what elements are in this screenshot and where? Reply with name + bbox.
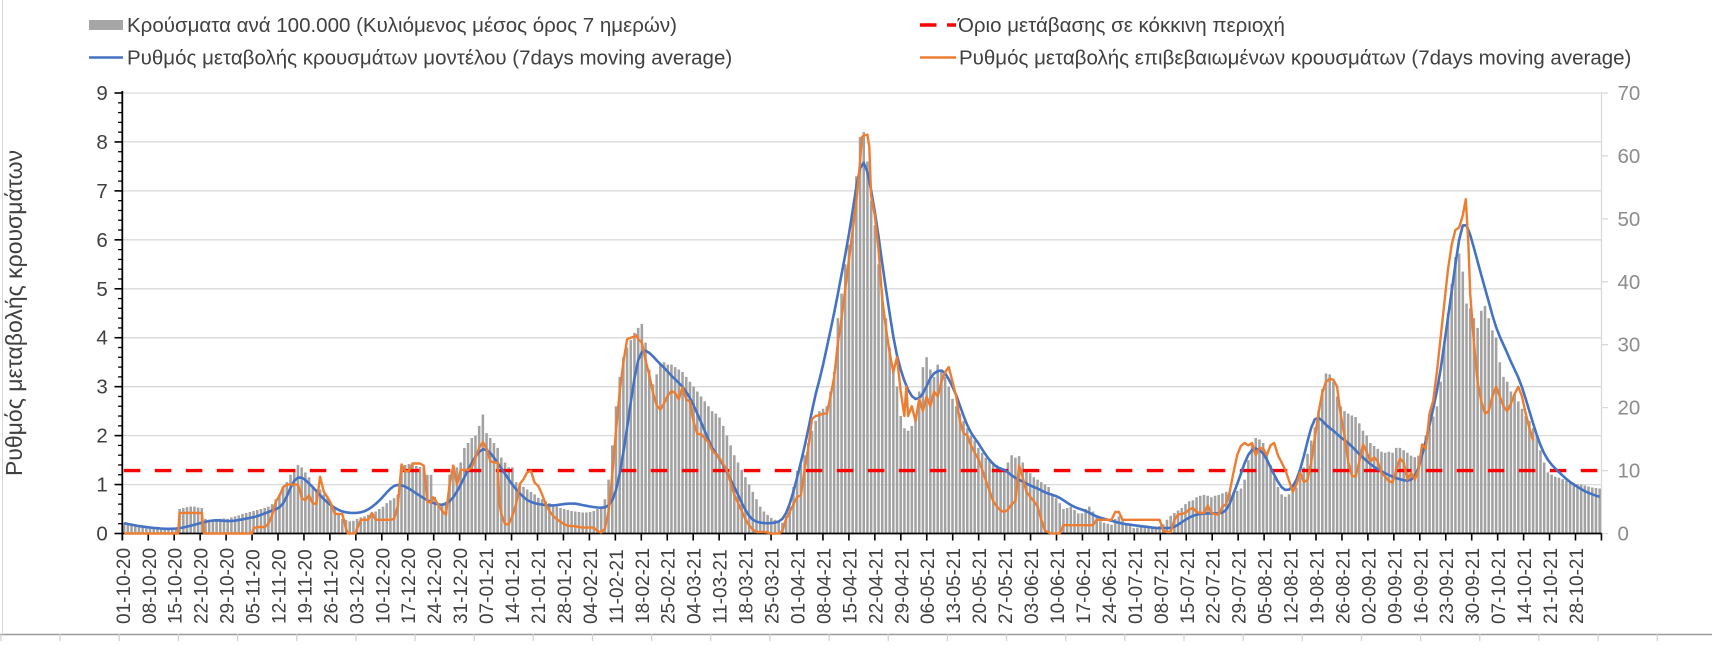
svg-text:03-06-21: 03-06-21 xyxy=(1022,548,1043,624)
svg-text:28-01-21: 28-01-21 xyxy=(555,548,576,624)
svg-text:Ρυθμός μεταβολής κρουσμάτων μο: Ρυθμός μεταβολής κρουσμάτων μοντέλου (7d… xyxy=(127,47,732,70)
svg-text:01-04-21: 01-04-21 xyxy=(789,548,810,624)
svg-text:4: 4 xyxy=(96,327,107,350)
svg-text:27-05-21: 27-05-21 xyxy=(996,548,1017,624)
svg-text:12-11-20: 12-11-20 xyxy=(270,549,291,624)
svg-text:2: 2 xyxy=(96,425,107,448)
svg-text:24-06-21: 24-06-21 xyxy=(1100,548,1121,624)
svg-text:02-09-21: 02-09-21 xyxy=(1359,548,1380,624)
svg-text:24-12-20: 24-12-20 xyxy=(425,548,446,624)
svg-text:0: 0 xyxy=(1618,523,1629,546)
svg-text:Ρυθμός μεταβολής επιβεβαιωμένω: Ρυθμός μεταβολής επιβεβαιωμένων κρουσμάτ… xyxy=(959,47,1631,70)
svg-text:09-09-21: 09-09-21 xyxy=(1385,548,1406,624)
svg-text:18-02-21: 18-02-21 xyxy=(633,548,654,624)
svg-text:17-06-21: 17-06-21 xyxy=(1074,548,1095,624)
svg-text:26-11-20: 26-11-20 xyxy=(321,549,342,624)
svg-text:10: 10 xyxy=(1618,460,1641,483)
svg-text:14-01-21: 14-01-21 xyxy=(503,548,524,624)
svg-text:21-01-21: 21-01-21 xyxy=(529,548,550,624)
svg-text:60: 60 xyxy=(1618,145,1641,168)
svg-text:11-02-21: 11-02-21 xyxy=(607,549,628,624)
svg-text:10-12-20: 10-12-20 xyxy=(373,548,394,624)
svg-text:31-12-20: 31-12-20 xyxy=(451,548,472,624)
svg-text:10-06-21: 10-06-21 xyxy=(1048,548,1069,624)
svg-text:19-08-21: 19-08-21 xyxy=(1308,548,1329,624)
svg-text:Ρυθμός μεταβολής κρουσμάτων: Ρυθμός μεταβολής κρουσμάτων xyxy=(1,150,27,476)
svg-text:05-08-21: 05-08-21 xyxy=(1256,548,1277,624)
svg-text:40: 40 xyxy=(1618,271,1641,294)
svg-text:28-10-21: 28-10-21 xyxy=(1567,548,1588,624)
svg-text:05-11-20: 05-11-20 xyxy=(244,549,265,624)
svg-text:6: 6 xyxy=(96,229,107,252)
svg-text:25-02-21: 25-02-21 xyxy=(659,548,680,624)
svg-text:03-12-20: 03-12-20 xyxy=(347,548,368,624)
svg-text:07-10-21: 07-10-21 xyxy=(1489,548,1510,624)
svg-text:26-08-21: 26-08-21 xyxy=(1333,548,1354,624)
svg-text:3: 3 xyxy=(96,376,107,399)
svg-text:25-03-21: 25-03-21 xyxy=(763,548,784,624)
svg-text:50: 50 xyxy=(1618,208,1641,231)
svg-text:7: 7 xyxy=(96,180,107,203)
svg-text:16-09-21: 16-09-21 xyxy=(1411,548,1432,624)
svg-text:22-07-21: 22-07-21 xyxy=(1204,548,1225,624)
svg-text:04-02-21: 04-02-21 xyxy=(581,548,602,624)
svg-text:21-10-21: 21-10-21 xyxy=(1541,548,1562,624)
svg-text:15-07-21: 15-07-21 xyxy=(1178,548,1199,624)
svg-text:30: 30 xyxy=(1618,334,1641,357)
svg-text:15-10-20: 15-10-20 xyxy=(166,548,187,624)
svg-text:17-12-20: 17-12-20 xyxy=(399,548,420,624)
svg-text:04-03-21: 04-03-21 xyxy=(685,548,706,624)
svg-text:0: 0 xyxy=(96,523,107,546)
svg-text:22-04-21: 22-04-21 xyxy=(866,548,887,624)
svg-text:08-04-21: 08-04-21 xyxy=(814,548,835,624)
svg-text:30-09-21: 30-09-21 xyxy=(1463,548,1484,624)
svg-text:20-05-21: 20-05-21 xyxy=(970,548,991,624)
svg-text:11-03-21: 11-03-21 xyxy=(711,549,732,624)
svg-text:29-04-21: 29-04-21 xyxy=(892,548,913,624)
svg-text:70: 70 xyxy=(1618,82,1641,105)
svg-text:07-01-21: 07-01-21 xyxy=(477,548,498,624)
svg-text:22-10-20: 22-10-20 xyxy=(192,548,213,624)
svg-text:9: 9 xyxy=(96,82,107,105)
svg-text:13-05-21: 13-05-21 xyxy=(944,548,965,624)
svg-text:Κρούσματα ανά 100.000 (Κυλιόμε: Κρούσματα ανά 100.000 (Κυλιόμενος μέσος … xyxy=(127,14,677,37)
svg-text:12-08-21: 12-08-21 xyxy=(1282,548,1303,624)
svg-text:08-10-20: 08-10-20 xyxy=(140,548,161,624)
svg-text:23-09-21: 23-09-21 xyxy=(1437,548,1458,624)
svg-text:5: 5 xyxy=(96,278,107,301)
svg-text:01-10-20: 01-10-20 xyxy=(114,548,135,624)
svg-text:06-05-21: 06-05-21 xyxy=(918,548,939,624)
svg-text:14-10-21: 14-10-21 xyxy=(1515,548,1536,624)
svg-text:29-07-21: 29-07-21 xyxy=(1230,548,1251,624)
svg-text:08-07-21: 08-07-21 xyxy=(1152,548,1173,624)
svg-text:1: 1 xyxy=(96,474,107,497)
svg-text:8: 8 xyxy=(96,131,107,154)
svg-text:01-07-21: 01-07-21 xyxy=(1126,548,1147,624)
svg-text:Όριο μετάβασης σε κόκκινη περι: Όριο μετάβασης σε κόκκινη περιοχή xyxy=(957,14,1285,37)
svg-text:20: 20 xyxy=(1618,397,1641,420)
svg-text:29-10-20: 29-10-20 xyxy=(218,548,239,624)
svg-text:19-11-20: 19-11-20 xyxy=(295,549,316,624)
svg-text:18-03-21: 18-03-21 xyxy=(737,548,758,624)
svg-text:15-04-21: 15-04-21 xyxy=(840,548,861,624)
